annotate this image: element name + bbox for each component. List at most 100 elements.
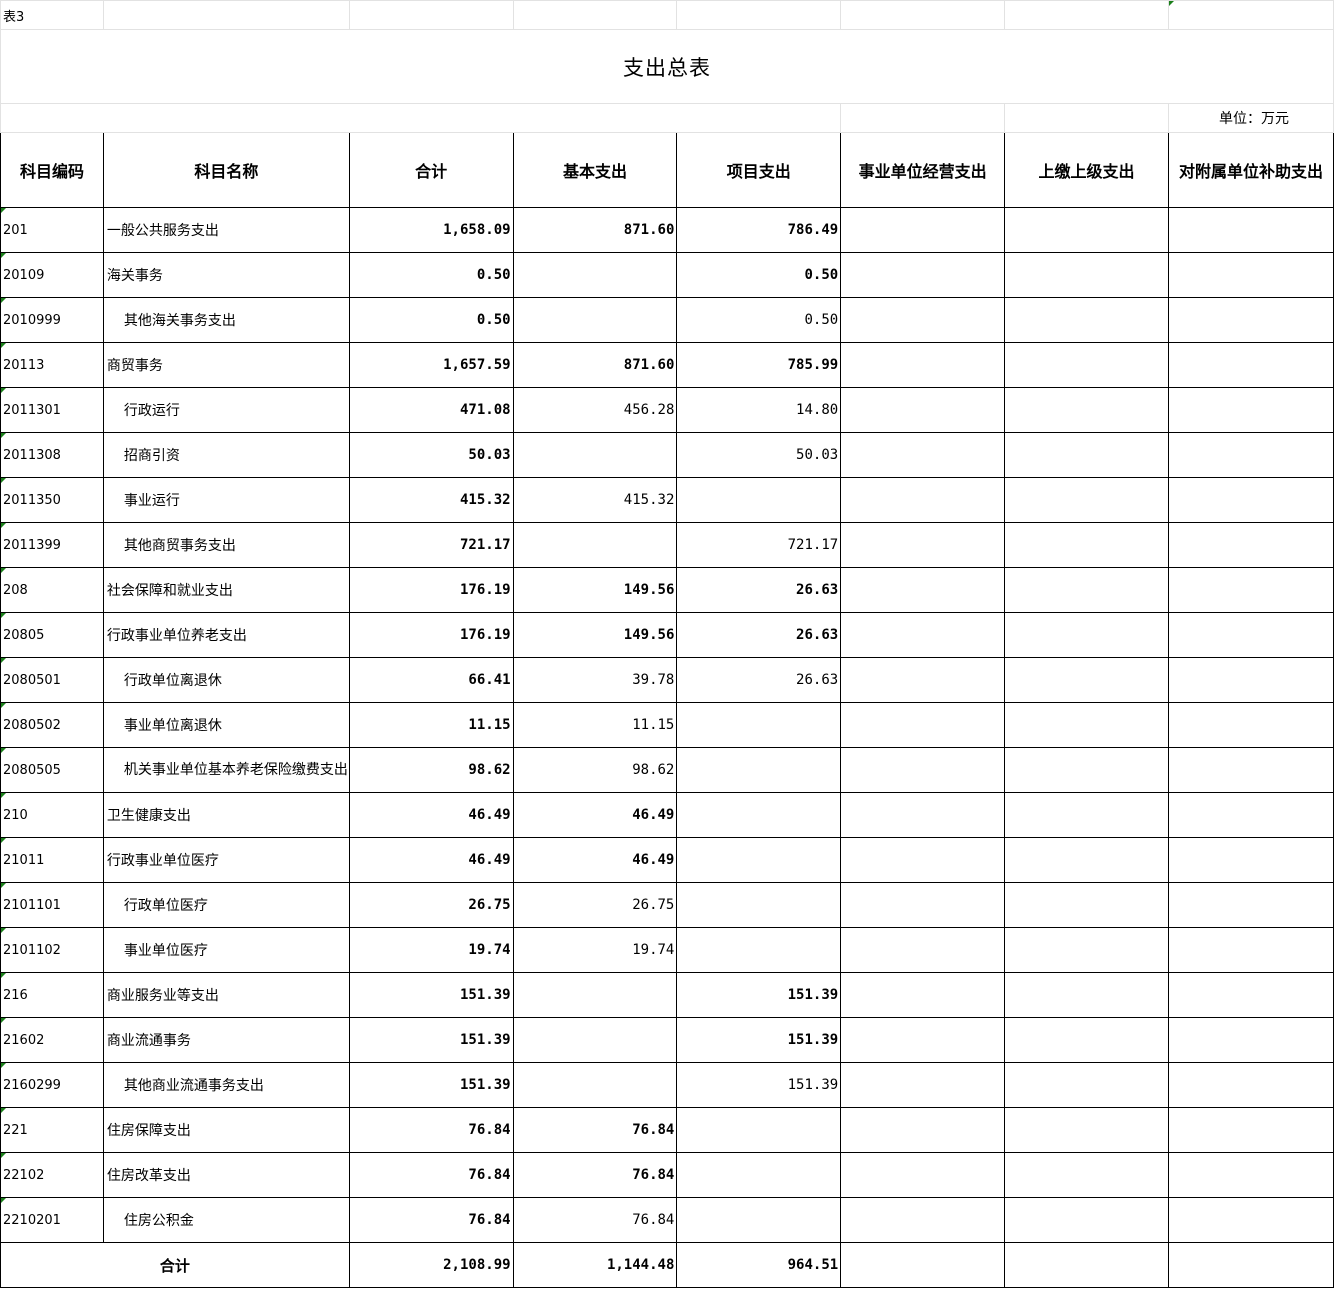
- empty-cell[interactable]: [1167, 612, 1334, 658]
- cell[interactable]: [0, 103, 842, 133]
- empty-cell[interactable]: [1167, 747, 1334, 793]
- column-header[interactable]: 科目名称: [102, 132, 350, 208]
- basic-cell[interactable]: 98.62: [512, 747, 678, 793]
- basic-cell[interactable]: 76.84: [512, 1107, 678, 1153]
- name-cell[interactable]: 商业服务业等支出: [102, 972, 350, 1018]
- empty-cell[interactable]: [1167, 1152, 1334, 1198]
- name-cell[interactable]: 住房公积金: [102, 1197, 350, 1243]
- project-cell[interactable]: [676, 702, 842, 748]
- name-cell[interactable]: 海关事务: [102, 252, 350, 298]
- empty-cell[interactable]: [1004, 1062, 1169, 1108]
- code-cell[interactable]: 2101101: [0, 882, 104, 928]
- total-cell[interactable]: 11.15: [348, 702, 514, 748]
- basic-cell[interactable]: 871.60: [512, 207, 678, 253]
- basic-cell[interactable]: [512, 297, 678, 343]
- empty-cell[interactable]: [840, 477, 1006, 523]
- basic-cell[interactable]: 149.56: [512, 612, 678, 658]
- project-cell[interactable]: 50.03: [676, 432, 842, 478]
- name-cell[interactable]: 行政单位离退休: [102, 657, 350, 703]
- total-label[interactable]: 合计: [0, 1242, 350, 1288]
- name-cell[interactable]: 其他商业流通事务支出: [102, 1062, 350, 1108]
- empty-cell[interactable]: [1167, 522, 1334, 568]
- cell[interactable]: [676, 0, 842, 30]
- project-cell[interactable]: 0.50: [676, 297, 842, 343]
- empty-cell[interactable]: [840, 207, 1006, 253]
- total-cell[interactable]: 151.39: [348, 1062, 514, 1108]
- empty-cell[interactable]: [1004, 1107, 1169, 1153]
- empty-cell[interactable]: [1167, 1107, 1334, 1153]
- empty-cell[interactable]: [1004, 882, 1169, 928]
- total-cell[interactable]: 46.49: [348, 792, 514, 838]
- total-cell[interactable]: 471.08: [348, 387, 514, 433]
- empty-cell[interactable]: [1167, 702, 1334, 748]
- project-cell[interactable]: 26.63: [676, 567, 842, 613]
- basic-cell[interactable]: [512, 1062, 678, 1108]
- column-header[interactable]: 基本支出: [512, 132, 678, 208]
- empty-cell[interactable]: [1167, 297, 1334, 343]
- name-cell[interactable]: 卫生健康支出: [102, 792, 350, 838]
- cell[interactable]: [1167, 0, 1334, 30]
- basic-cell[interactable]: 26.75: [512, 882, 678, 928]
- project-cell[interactable]: [676, 1152, 842, 1198]
- code-cell[interactable]: 2160299: [0, 1062, 104, 1108]
- empty-cell[interactable]: [1167, 477, 1334, 523]
- total-cell[interactable]: 2,108.99: [348, 1242, 514, 1288]
- empty-cell[interactable]: [1167, 882, 1334, 928]
- empty-cell[interactable]: [840, 747, 1006, 793]
- empty-cell[interactable]: [840, 342, 1006, 388]
- name-cell[interactable]: 行政事业单位医疗: [102, 837, 350, 883]
- empty-cell[interactable]: [1004, 1152, 1169, 1198]
- name-cell[interactable]: 事业单位医疗: [102, 927, 350, 973]
- empty-cell[interactable]: [1004, 207, 1169, 253]
- empty-cell[interactable]: [1004, 342, 1169, 388]
- empty-cell[interactable]: [1004, 747, 1169, 793]
- code-cell[interactable]: 21011: [0, 837, 104, 883]
- total-cell[interactable]: 76.84: [348, 1107, 514, 1153]
- project-cell[interactable]: [676, 927, 842, 973]
- code-cell[interactable]: 210: [0, 792, 104, 838]
- empty-cell[interactable]: [840, 1152, 1006, 1198]
- name-cell[interactable]: 机关事业单位基本养老保险缴费支出: [102, 747, 350, 793]
- empty-cell[interactable]: [840, 1017, 1006, 1063]
- total-cell[interactable]: 415.32: [348, 477, 514, 523]
- total-cell[interactable]: 26.75: [348, 882, 514, 928]
- total-cell[interactable]: 151.39: [348, 972, 514, 1018]
- code-cell[interactable]: 221: [0, 1107, 104, 1153]
- empty-cell[interactable]: [840, 1062, 1006, 1108]
- unit-label[interactable]: 单位：万元: [1167, 103, 1334, 133]
- code-cell[interactable]: 216: [0, 972, 104, 1018]
- empty-cell[interactable]: [840, 297, 1006, 343]
- empty-cell[interactable]: [1004, 702, 1169, 748]
- empty-cell[interactable]: [840, 432, 1006, 478]
- total-cell[interactable]: 50.03: [348, 432, 514, 478]
- empty-cell[interactable]: [840, 792, 1006, 838]
- total-cell[interactable]: 176.19: [348, 567, 514, 613]
- basic-cell[interactable]: 871.60: [512, 342, 678, 388]
- empty-cell[interactable]: [1167, 1017, 1334, 1063]
- empty-cell[interactable]: [840, 927, 1006, 973]
- basic-cell[interactable]: [512, 522, 678, 568]
- empty-cell[interactable]: [1004, 927, 1169, 973]
- name-cell[interactable]: 事业单位离退休: [102, 702, 350, 748]
- name-cell[interactable]: 其他海关事务支出: [102, 297, 350, 343]
- name-cell[interactable]: 行政运行: [102, 387, 350, 433]
- empty-cell[interactable]: [1167, 342, 1334, 388]
- empty-cell[interactable]: [840, 1242, 1006, 1288]
- name-cell[interactable]: 行政事业单位养老支出: [102, 612, 350, 658]
- project-cell[interactable]: 964.51: [676, 1242, 842, 1288]
- code-cell[interactable]: 2011350: [0, 477, 104, 523]
- name-cell[interactable]: 住房保障支出: [102, 1107, 350, 1153]
- basic-cell[interactable]: 46.49: [512, 837, 678, 883]
- project-cell[interactable]: 14.80: [676, 387, 842, 433]
- empty-cell[interactable]: [1167, 387, 1334, 433]
- empty-cell[interactable]: [1167, 792, 1334, 838]
- total-cell[interactable]: 151.39: [348, 1017, 514, 1063]
- empty-cell[interactable]: [1004, 252, 1169, 298]
- empty-cell[interactable]: [1004, 837, 1169, 883]
- code-cell[interactable]: 21602: [0, 1017, 104, 1063]
- total-cell[interactable]: 46.49: [348, 837, 514, 883]
- basic-cell[interactable]: 76.84: [512, 1197, 678, 1243]
- empty-cell[interactable]: [1004, 297, 1169, 343]
- empty-cell[interactable]: [840, 1107, 1006, 1153]
- empty-cell[interactable]: [1004, 1242, 1169, 1288]
